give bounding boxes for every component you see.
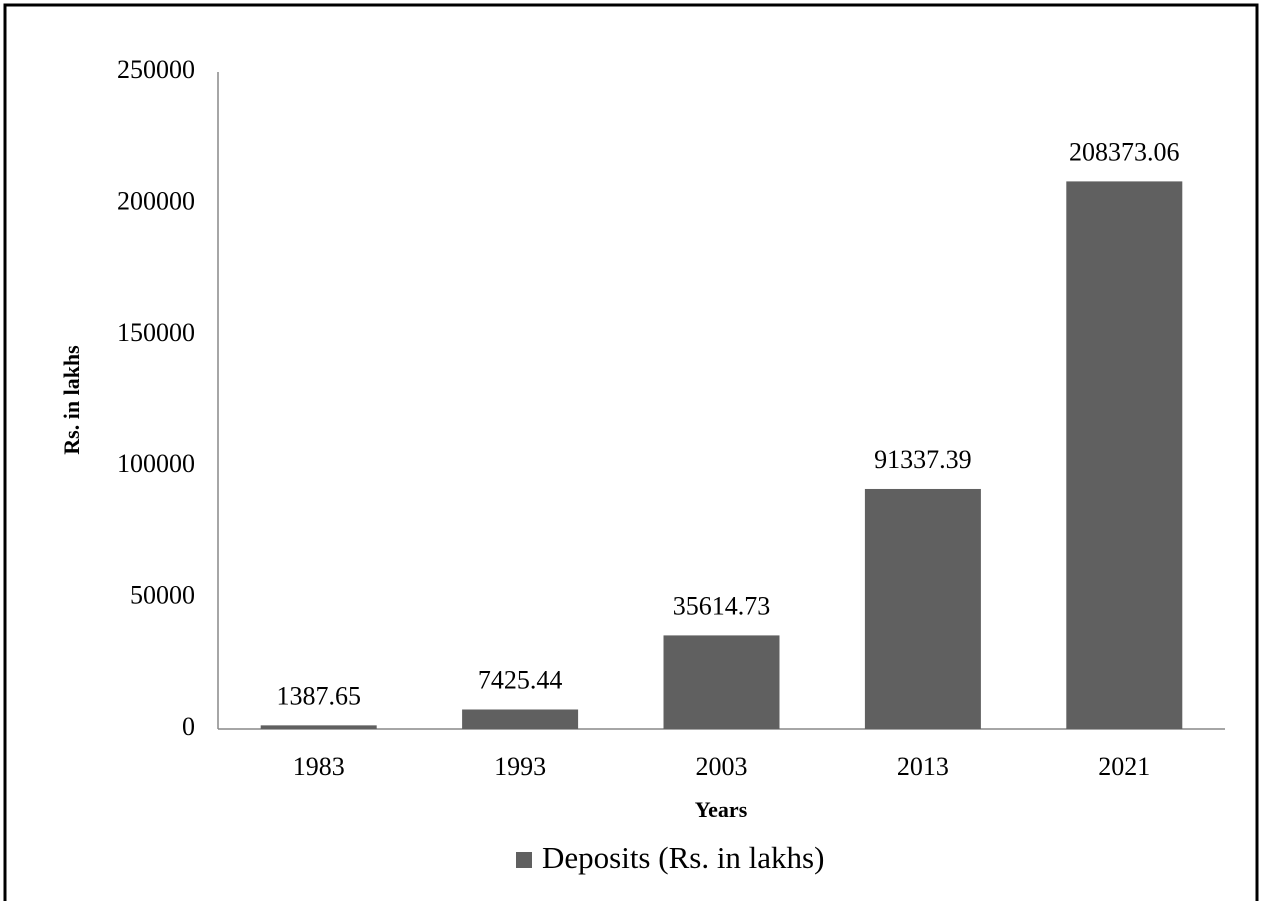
bar [260,725,377,729]
x-tick-label: 2021 [1098,752,1150,781]
data-label: 91337.39 [874,445,972,474]
bar [1066,181,1183,729]
y-tick-label: 100000 [117,449,195,478]
data-label: 1387.65 [276,681,361,710]
x-tick-label: 2003 [696,752,748,781]
y-tick-label: 50000 [130,581,195,610]
legend-label: Deposits (Rs. in lakhs) [542,840,824,875]
y-tick-label: 250000 [117,55,195,84]
x-tick-label: 1983 [293,752,345,781]
y-axis-title: Rs. in lakhs [59,345,84,455]
y-tick-label: 200000 [117,186,195,215]
x-axis-title: Years [695,797,748,822]
bar [864,488,981,729]
data-label: 208373.06 [1069,137,1180,166]
y-tick-label: 150000 [117,318,195,347]
frame [3,3,1259,901]
data-label: 35614.73 [673,591,771,620]
data-label: 7425.44 [478,665,563,694]
y-tick-label: 0 [182,712,195,741]
bar [663,635,780,729]
legend-swatch [516,852,532,868]
bar [462,709,579,729]
x-tick-label: 2013 [897,752,949,781]
x-tick-label: 1993 [494,752,546,781]
